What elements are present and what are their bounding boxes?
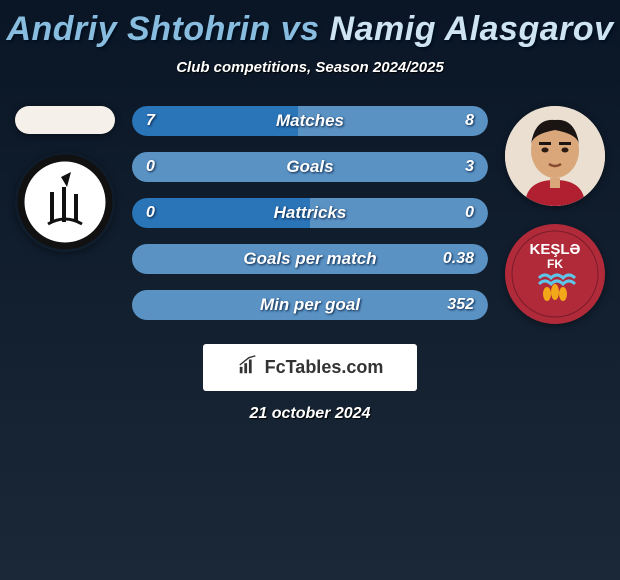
left-side <box>8 106 122 252</box>
date-label: 21 october 2024 <box>250 405 371 423</box>
stat-right-value: 8 <box>465 112 474 130</box>
team1-badge <box>15 152 115 252</box>
stat-row-matches: 7 Matches 8 <box>132 106 488 136</box>
bar-left-fill <box>132 106 298 136</box>
stat-row-goals-per-match: Goals per match 0.38 <box>132 244 488 274</box>
stat-label: Matches <box>276 111 344 131</box>
stats-panel: 7 Matches 8 0 Goals 3 0 Hattricks 0 Goals per mat… <box>122 106 498 320</box>
stat-left-value: 0 <box>146 158 155 176</box>
stat-right-value: 3 <box>465 158 474 176</box>
svg-text:KEŞLƏ: KEŞLƏ <box>530 241 581 258</box>
stat-label: Goals per match <box>243 249 376 269</box>
subtitle: Club competitions, Season 2024/2025 <box>0 59 620 76</box>
branding-label: FcTables.com <box>265 357 384 378</box>
stat-label: Min per goal <box>260 295 360 315</box>
stat-row-min-per-goal: Min per goal 352 <box>132 290 488 320</box>
stat-row-hattricks: 0 Hattricks 0 <box>132 198 488 228</box>
vs-label: vs <box>271 10 330 48</box>
stat-label: Goals <box>286 157 333 177</box>
stat-row-goals: 0 Goals 3 <box>132 152 488 182</box>
page-title: Andriy Shtohrin vs Namig Alasgarov <box>0 10 620 49</box>
stat-left-value: 0 <box>146 204 155 222</box>
player1-name: Andriy Shtohrin <box>6 10 270 48</box>
player2-avatar <box>505 106 605 206</box>
stat-left-value: 7 <box>146 112 155 130</box>
right-side: KEŞLƏ FK <box>498 106 612 324</box>
stat-right-value: 0 <box>465 204 474 222</box>
branding-box: FcTables.com <box>203 344 418 391</box>
stat-right-value: 0.38 <box>443 250 474 268</box>
chart-icon <box>237 354 259 381</box>
stat-label: Hattricks <box>274 203 347 223</box>
player2-name: Namig Alasgarov <box>330 10 614 48</box>
team2-badge: KEŞLƏ FK <box>505 224 605 324</box>
stat-right-value: 352 <box>447 296 474 314</box>
player1-avatar <box>15 106 115 134</box>
svg-text:FK: FK <box>547 257 563 271</box>
